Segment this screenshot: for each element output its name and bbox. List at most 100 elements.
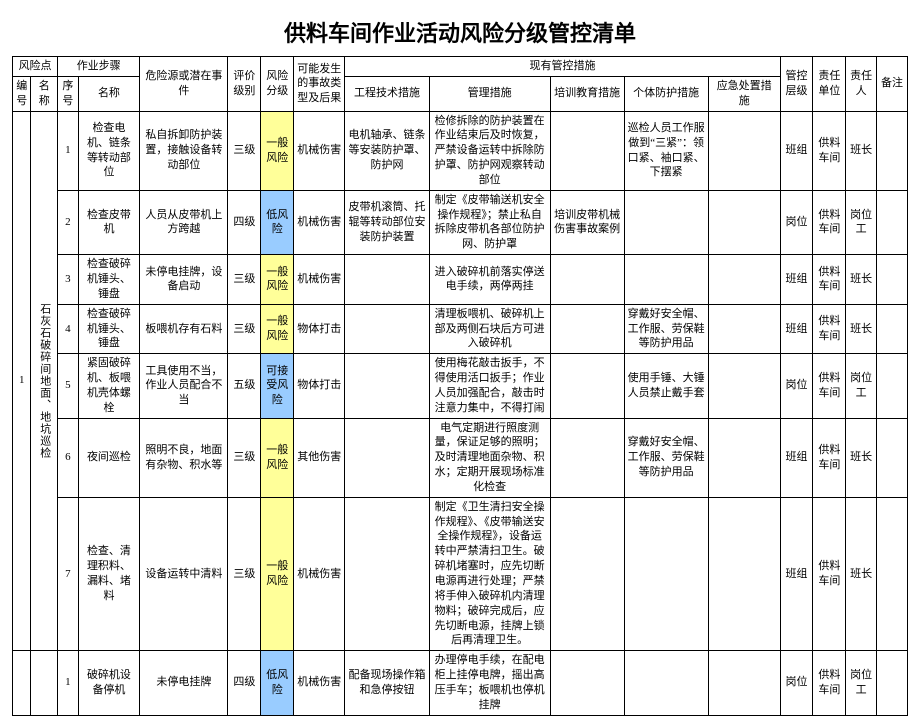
cell — [345, 354, 429, 418]
cell: 穿戴好安全帽、工作服、劳保鞋等防护用品 — [624, 418, 708, 497]
hdr-risklvl: 风险分级 — [261, 57, 294, 112]
cell: 3 — [58, 255, 79, 305]
cell: 机械伤害 — [294, 190, 345, 254]
cell: 一般风险 — [261, 497, 294, 650]
cell: 未停电挂牌 — [140, 651, 228, 715]
cell — [550, 255, 624, 305]
cell — [624, 651, 708, 715]
cell: 岗位 — [780, 190, 813, 254]
cell — [550, 304, 624, 354]
table-row: 5紧固破碎机、板喂机壳体螺栓工具使用不当，作业人员配合不当五级可接受风险物体打击… — [13, 354, 908, 418]
cell: 供料车间 — [813, 418, 846, 497]
cell: 办理停电手续，在配电柜上挂停电牌，摇出高压手车；板喂机也停机挂牌 — [429, 651, 550, 715]
cell: 一般风险 — [261, 418, 294, 497]
cell: 巡检人员工作服做到“三紧”：领口紧、袖口紧、下摆紧 — [624, 111, 708, 190]
page-title: 供料车间作业活动风险分级管控清单 — [12, 16, 908, 48]
cell: 使用梅花敲击扳手，不得使用活口扳手；作业人员加强配合，敲击时注意力集中，不得打闹 — [429, 354, 550, 418]
table-row: 4检查破碎机锤头、锤盘板喂机存有石料三级一般风险物体打击清理板喂机、破碎机上部及… — [13, 304, 908, 354]
cell: 岗位工 — [846, 190, 877, 254]
cell: 电机轴承、链条等安装防护罩、防护网 — [345, 111, 429, 190]
cell — [345, 255, 429, 305]
cell: 检修拆除的防护装置在作业结束后及时恢复，严禁设备运转中拆除防护罩、防护网观察转动… — [429, 111, 550, 190]
cell: 制定《皮带输送机安全操作规程》；禁止私自拆除皮带机各部位防护网、防护罩 — [429, 190, 550, 254]
hdr-tier: 管控层级 — [780, 57, 813, 112]
cell — [877, 111, 908, 190]
cell — [877, 255, 908, 305]
cell: 三级 — [228, 255, 261, 305]
cell: 5 — [58, 354, 79, 418]
cell: 岗位 — [780, 354, 813, 418]
cell: 岗位工 — [846, 651, 877, 715]
cell: 供料车间 — [813, 190, 846, 254]
hdr-ppe: 个体防护措施 — [624, 76, 708, 111]
table-row: 3检查破碎机锤头、锤盘未停电挂牌，设备启动三级一般风险机械伤害进入破碎机前落实停… — [13, 255, 908, 305]
cell: 清理板喂机、破碎机上部及两侧石块后方可进入破碎机 — [429, 304, 550, 354]
cell: 皮带机滚筒、托辊等转动部位安装防护装置 — [345, 190, 429, 254]
cell — [708, 304, 780, 354]
cell: 工具使用不当，作业人员配合不当 — [140, 354, 228, 418]
cell: 班组 — [780, 304, 813, 354]
cell: 供料车间 — [813, 354, 846, 418]
cell: 检查皮带机 — [78, 190, 140, 254]
cell: 4 — [58, 304, 79, 354]
hdr-hazard: 危险源或潜在事件 — [140, 57, 228, 112]
cell: 供料车间 — [813, 497, 846, 650]
cell — [708, 651, 780, 715]
cell: 低风险 — [261, 651, 294, 715]
cell: 班长 — [846, 111, 877, 190]
cell — [624, 255, 708, 305]
hdr-mgmt: 管理措施 — [429, 76, 550, 111]
table-row: 2检查皮带机人员从皮带机上方跨越四级低风险机械伤害皮带机滚筒、托辊等转动部位安装… — [13, 190, 908, 254]
cell — [550, 651, 624, 715]
hdr-rp-name: 名称 — [31, 76, 58, 111]
cell: 班长 — [846, 255, 877, 305]
cell: 检查破碎机锤头、锤盘 — [78, 304, 140, 354]
cell: 7 — [58, 497, 79, 650]
cell — [708, 190, 780, 254]
hdr-remark: 备注 — [877, 57, 908, 112]
cell: 三级 — [228, 304, 261, 354]
cell: 班组 — [780, 497, 813, 650]
cell: 供料车间 — [813, 651, 846, 715]
cell — [708, 111, 780, 190]
table-row: 1石灰石破碎间地面、地坑巡检1检查电机、链条等转动部位私自拆卸防护装置，接触设备… — [13, 111, 908, 190]
cell — [624, 190, 708, 254]
cell: 检查电机、链条等转动部位 — [78, 111, 140, 190]
cell — [708, 418, 780, 497]
cell: 四级 — [228, 190, 261, 254]
cell: 2 — [58, 190, 79, 254]
hdr-accident: 可能发生的事故类型及后果 — [294, 57, 345, 112]
cell: 板喂机存有石料 — [140, 304, 228, 354]
cell: 检查破碎机锤头、锤盘 — [78, 255, 140, 305]
cell: 一般风险 — [261, 255, 294, 305]
hdr-unit: 责任单位 — [813, 57, 846, 112]
cell: 一般风险 — [261, 111, 294, 190]
cell: 班组 — [780, 111, 813, 190]
cell: 穿戴好安全帽、工作服、劳保鞋等防护用品 — [624, 304, 708, 354]
cell: 1 — [58, 651, 79, 715]
cell — [345, 418, 429, 497]
cell: 班长 — [846, 418, 877, 497]
cell: 机械伤害 — [294, 651, 345, 715]
cell — [550, 497, 624, 650]
cell: 四级 — [228, 651, 261, 715]
cell: 三级 — [228, 497, 261, 650]
cell: 机械伤害 — [294, 497, 345, 650]
cell: 班组 — [780, 418, 813, 497]
cell — [877, 190, 908, 254]
cell — [550, 111, 624, 190]
cell: 岗位工 — [846, 354, 877, 418]
cell — [550, 418, 624, 497]
risk-table: 风险点 作业步骤 危险源或潜在事件 评价级别 风险分级 可能发生的事故类型及后果… — [12, 56, 908, 716]
cell: 夜间巡检 — [78, 418, 140, 497]
cell: 私自拆卸防护装置，接触设备转动部位 — [140, 111, 228, 190]
cell: 检查、清理积料、漏料、堵料 — [78, 497, 140, 650]
cell — [877, 304, 908, 354]
cell: 1 — [58, 111, 79, 190]
cell: 电气定期进行照度测量，保证足够的照明；及时清理地面杂物、积水；定期开展现场标准化… — [429, 418, 550, 497]
cell: 配备现场操作箱和急停按钮 — [345, 651, 429, 715]
cell: 一般风险 — [261, 304, 294, 354]
cell: 培训皮带机械伤害事故案例 — [550, 190, 624, 254]
cell: 未停电挂牌，设备启动 — [140, 255, 228, 305]
riskpoint-name: 石灰石破碎间地面、地坑巡检 — [31, 111, 58, 651]
